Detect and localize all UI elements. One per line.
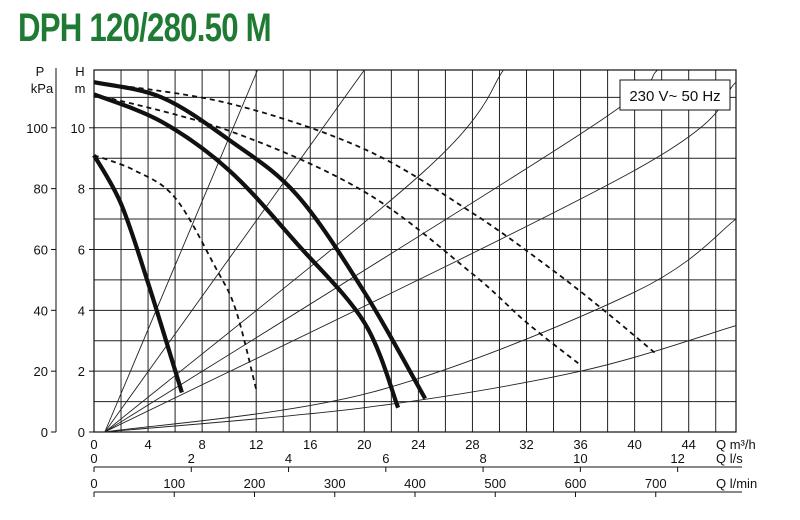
x-tick-label-m3h: 12 (249, 437, 263, 452)
y-axis-name-p: P (36, 64, 45, 79)
series-line-6-dashed (93, 81, 656, 354)
system-curve-5 (104, 81, 737, 433)
x-tick-label-m3h: 24 (411, 437, 425, 452)
x-tick-label-ls: 8 (479, 451, 486, 466)
x-tick-label-m3h: 0 (90, 437, 97, 452)
x-tick-label-ls: 4 (285, 451, 292, 466)
x-tick-label-m3h: 20 (357, 437, 371, 452)
x-tick-label-lmin: 700 (645, 476, 667, 491)
system-curve-2 (104, 69, 365, 433)
x-tick-label-ls: 0 (90, 451, 97, 466)
voltage-legend-box (619, 79, 731, 111)
x-tick-label-m3h: 36 (573, 437, 587, 452)
y-tick-label-h: 4 (78, 303, 85, 318)
x-tick-label-m3h: 16 (303, 437, 317, 452)
x-tick-label-m3h: 28 (465, 437, 479, 452)
pump-curves (92, 80, 656, 409)
x-tick-label-m3h: 44 (681, 437, 695, 452)
y-axis-unit-p: kPa (31, 81, 54, 96)
y-tick-label-p: 40 (34, 303, 48, 318)
series-line-1-solid (92, 154, 184, 394)
x-tick-label-lmin: 400 (404, 476, 426, 491)
voltage-legend: 230 V~ 50 Hz (619, 79, 731, 111)
y-axis-name-h: H (75, 64, 84, 79)
x-tick-label-ls: 2 (188, 451, 195, 466)
system-curve-7 (104, 325, 737, 433)
system-curve-4 (104, 69, 658, 433)
chart-title: DPH 120/280.50 M (18, 6, 272, 50)
y-tick-label-p: 80 (34, 182, 48, 197)
x-tick-label-m3h: 40 (627, 437, 641, 452)
y-tick-label-p: 0 (41, 425, 48, 440)
x-tick-label-m3h: 4 (144, 437, 151, 452)
y-tick-label-p: 60 (34, 242, 48, 257)
x-tick-label-lmin: 500 (484, 476, 506, 491)
voltage-legend-text: 230 V~ 50 Hz (629, 88, 720, 105)
series-line-2-dashed (93, 154, 258, 390)
system-curve-1 (104, 69, 258, 433)
x-tick-label-lmin: 100 (163, 476, 185, 491)
x-tick-label-ls: 12 (670, 451, 684, 466)
system-curve-6 (104, 218, 737, 433)
y-tick-label-h: 8 (78, 182, 85, 197)
x-tick-label-ls: 10 (573, 451, 587, 466)
x-tick-label-lmin: 600 (565, 476, 587, 491)
series-line-5-solid (93, 80, 427, 400)
x-tick-label-m3h: 8 (199, 437, 206, 452)
y-tick-label-h: 6 (78, 242, 85, 257)
x-tick-label-m3h: 32 (519, 437, 533, 452)
x-axis-label-m3h: Q m³/h (716, 437, 756, 452)
y-tick-label-h: 10 (71, 121, 85, 136)
y-tick-label-h: 0 (78, 425, 85, 440)
y-tick-label-h: 2 (78, 364, 85, 379)
y-axis-unit-h: m (75, 81, 86, 96)
x-axis-label-lmin: Q l/min (716, 476, 757, 491)
y-tick-label-p: 100 (26, 121, 48, 136)
system-curves (104, 69, 737, 433)
series-line-3-solid (93, 92, 401, 409)
x-axis-label-ls: Q l/s (716, 451, 743, 466)
x-tick-label-lmin: 0 (90, 476, 97, 491)
plot-border (93, 69, 737, 433)
system-curve-3 (104, 69, 504, 433)
y-tick-label-p: 20 (34, 364, 48, 379)
x-tick-label-lmin: 200 (244, 476, 266, 491)
x-tick-label-ls: 6 (382, 451, 389, 466)
x-tick-label-lmin: 300 (324, 476, 346, 491)
